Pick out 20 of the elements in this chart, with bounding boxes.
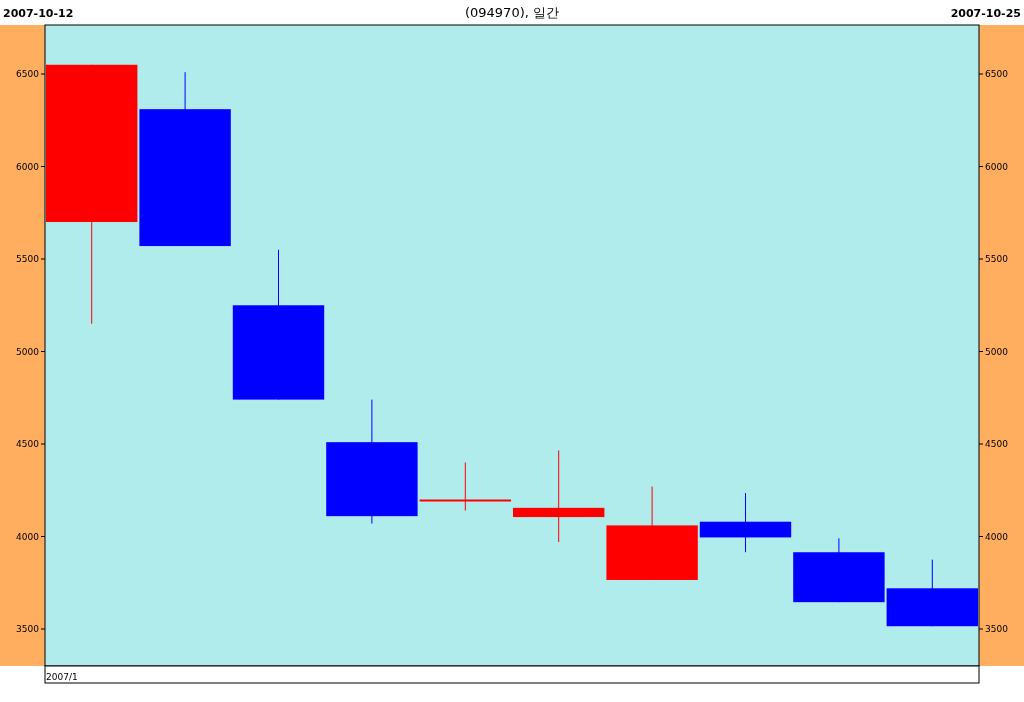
text: 2007-10-12 [3, 7, 74, 20]
y-tick-label: 4500 [16, 439, 40, 450]
y-tick-label: 6500 [16, 69, 40, 80]
y-tick-label: 4000 [16, 531, 40, 542]
candlestick [513, 449, 605, 543]
text: 2007-10-25 [950, 7, 1021, 20]
y2-tick-label: 5000 [985, 346, 1009, 357]
y-tick-label: 5000 [16, 346, 40, 357]
chart-title: (094970), 일간 [464, 5, 560, 20]
y2-tick-label: 5500 [985, 254, 1009, 265]
y2-tick-label: 6000 [985, 161, 1009, 172]
y-tick-label: 3500 [16, 624, 40, 634]
y-tick-label: 6000 [16, 161, 40, 172]
y2-tick-label: 4000 [985, 531, 1009, 542]
y2-tick-label: 6500 [985, 69, 1009, 80]
text: 2007/1 [46, 672, 78, 682]
y2-tick-label: 3500 [985, 624, 1009, 634]
y-tick-label: 5500 [16, 254, 40, 265]
candlestick [419, 462, 511, 512]
y2-tick-label: 4500 [985, 439, 1009, 450]
